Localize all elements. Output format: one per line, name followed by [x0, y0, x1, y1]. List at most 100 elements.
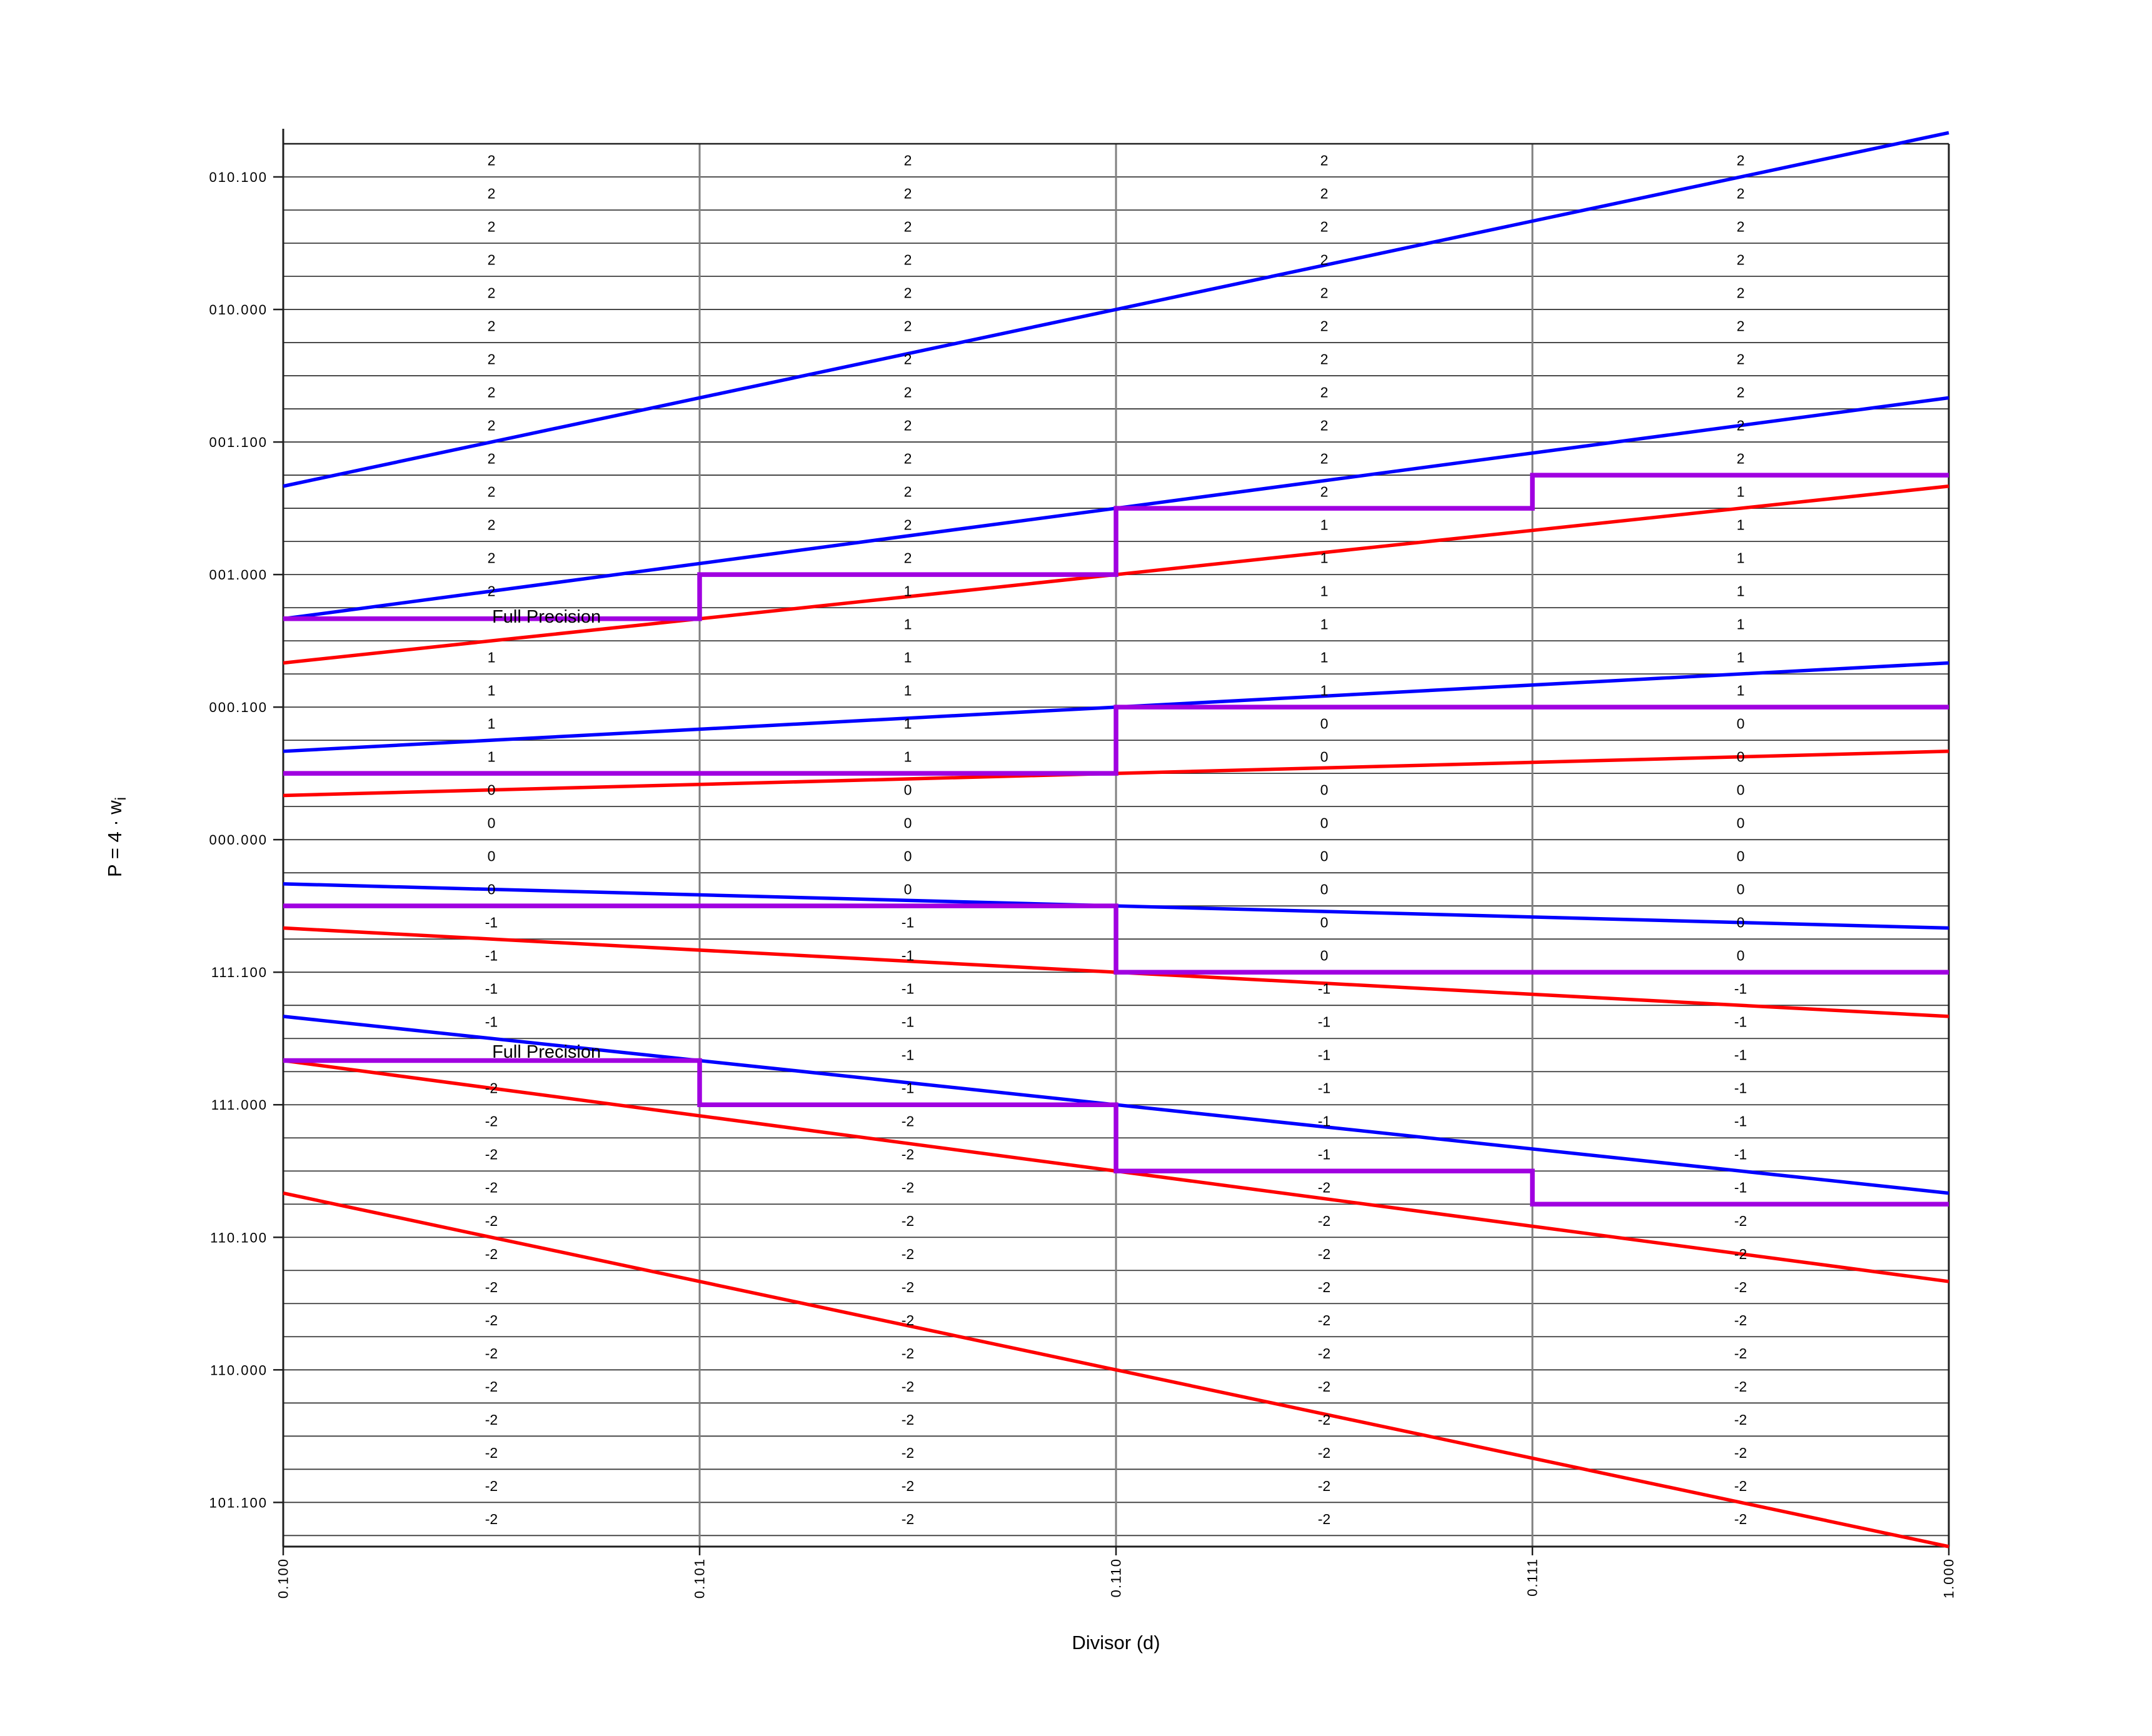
cell-digit: 0: [1320, 848, 1329, 865]
cell-digit: 2: [904, 517, 912, 533]
cell-digit: 2: [488, 550, 496, 566]
upper-bound-line: [283, 131, 1949, 488]
cell-digit: -1: [902, 948, 914, 964]
cell-digit: 2: [904, 252, 912, 268]
cell-digit: 1: [1737, 683, 1745, 699]
cell-digit: -1: [1734, 1113, 1747, 1130]
cell-digit: 0: [488, 881, 496, 898]
cell-digit: -1: [485, 1014, 498, 1030]
cell-digit: -1: [902, 1014, 914, 1030]
cell-digit: -1: [485, 948, 498, 964]
y-tick-label: 010.000: [209, 302, 268, 318]
cell-digit: 0: [904, 815, 912, 831]
cell-digit: -2: [1318, 1279, 1330, 1295]
cell-digit: -2: [902, 1511, 914, 1527]
cell-digit: -2: [1318, 1213, 1330, 1229]
cell-digit: 1: [904, 616, 912, 633]
x-tick-label: 0.110: [1109, 1558, 1124, 1597]
y-tick-label: 111.000: [211, 1097, 268, 1113]
cell-digit: -2: [485, 1345, 498, 1362]
cell-digit: -2: [902, 1213, 914, 1229]
y-axis-title-main: P = 4 · w: [104, 800, 126, 877]
cell-digit: -2: [1734, 1279, 1747, 1295]
cell-digit: 1: [488, 650, 496, 666]
cell-digit: 1: [904, 749, 912, 765]
cell-digit: 0: [1737, 915, 1745, 931]
cell-digit: -2: [1734, 1378, 1747, 1395]
cell-digit: 0: [1737, 848, 1745, 865]
cell-digit: -2: [902, 1378, 914, 1395]
full-precision-label: Full Precision: [492, 607, 601, 627]
cell-digit: -2: [1734, 1412, 1747, 1428]
cell-digit: 2: [904, 285, 912, 301]
cell-digit: 2: [1320, 186, 1329, 202]
cell-digit: -2: [1734, 1345, 1747, 1362]
cell-digit: 2: [1320, 384, 1329, 401]
y-tick-label: 000.000: [209, 832, 268, 848]
cell-digit: 0: [1737, 749, 1745, 765]
cell-digit: 0: [1737, 948, 1745, 964]
cell-digit: -2: [485, 1511, 498, 1527]
cell-digit: 2: [488, 285, 496, 301]
cell-digit: -2: [1734, 1213, 1747, 1229]
cell-digit: 2: [904, 186, 912, 202]
cell-digit: 2: [1737, 351, 1745, 368]
cell-digit: -1: [1734, 1047, 1747, 1063]
cell-digit: -2: [1734, 1246, 1747, 1262]
cell-digit: 2: [488, 517, 496, 533]
cell-digit: 2: [488, 219, 496, 235]
cell-digit: 1: [1737, 616, 1745, 633]
cell-digit: 1: [1320, 550, 1329, 566]
x-tick-label: 0.100: [276, 1558, 291, 1598]
cell-digit: 2: [488, 186, 496, 202]
cell-digit: 2: [904, 451, 912, 467]
cell-digit: 0: [1320, 716, 1329, 732]
cell-digit: -1: [902, 1080, 914, 1096]
cell-digit: 0: [1320, 749, 1329, 765]
cell-digit: 2: [1320, 252, 1329, 268]
cell-digit: 1: [904, 583, 912, 600]
cell-digit: 1: [1320, 616, 1329, 633]
cell-digit: -2: [902, 1180, 914, 1196]
cell-digit: 0: [904, 881, 912, 898]
cell-digit: -1: [1318, 1113, 1330, 1130]
cell-digit: 2: [1737, 285, 1745, 301]
cell-digit: -2: [485, 1412, 498, 1428]
cell-digit: -2: [1734, 1312, 1747, 1328]
cell-digit: -2: [485, 1080, 498, 1096]
cell-digit: -2: [485, 1213, 498, 1229]
selection-staircase: [283, 473, 1949, 621]
cell-digit: -2: [902, 1312, 914, 1328]
cell-digit: 1: [1737, 650, 1745, 666]
cell-digit: 0: [1320, 782, 1329, 798]
full-precision-label: Full Precision: [492, 1042, 601, 1062]
cell-digit: 2: [1320, 418, 1329, 434]
y-tick-label: 001.000: [209, 567, 268, 583]
cell-digit: 0: [1737, 782, 1745, 798]
cell-digit: 2: [1320, 484, 1329, 500]
cell-digit: 0: [1320, 881, 1329, 898]
cell-digit: 1: [488, 716, 496, 732]
cell-digit: -1: [1318, 1047, 1330, 1063]
cell-digit: 2: [1737, 418, 1745, 434]
cell-digit: 0: [904, 782, 912, 798]
y-axis-title-subscript: i: [113, 797, 129, 800]
cell-digit: 0: [1320, 948, 1329, 964]
cell-digit: -2: [485, 1180, 498, 1196]
x-tick-label: 0.111: [1525, 1558, 1541, 1597]
cell-digit: 2: [488, 484, 496, 500]
cell-digit: 2: [1737, 252, 1745, 268]
cell-digit: -1: [902, 915, 914, 931]
cell-digit: -2: [485, 1312, 498, 1328]
cell-digit: -2: [1318, 1478, 1330, 1494]
cell-digit: 2: [488, 418, 496, 434]
cell-digit: -2: [1318, 1412, 1330, 1428]
cell-digit: -2: [902, 1146, 914, 1163]
selection-staircase: [283, 903, 1949, 975]
y-axis-title: P = 4 · wi: [104, 797, 129, 877]
cell-digit: 2: [904, 484, 912, 500]
cell-digit: 1: [1320, 650, 1329, 666]
y-tick-label: 010.100: [209, 169, 268, 185]
